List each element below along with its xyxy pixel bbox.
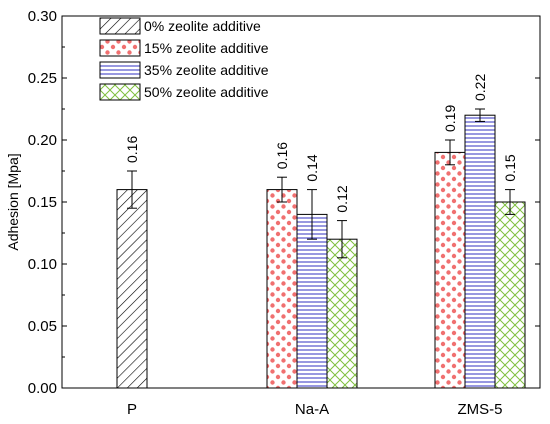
x-tick-label: P (127, 401, 137, 418)
y-tick-label: 0.10 (28, 256, 57, 273)
bar (326, 238, 358, 389)
x-tick-label: Na-A (295, 401, 329, 418)
bar (296, 213, 328, 389)
legend-swatch (99, 83, 141, 101)
data-label: 0.19 (442, 105, 458, 132)
data-label: 0.16 (274, 142, 290, 169)
y-axis: 0.00 0.05 0.10 0.15 0.20 0.25 0.30 (28, 8, 540, 397)
y-axis-title: Adhesion [Mpa] (5, 153, 21, 250)
legend-swatch (99, 17, 141, 35)
bar-group: 0.16 0.16 0.14 0.12 0.19 0.22 0.15 (116, 74, 526, 389)
x-tick-label: ZMS-5 (458, 401, 503, 418)
bar (494, 201, 526, 389)
bar (434, 151, 466, 389)
data-label: 0.12 (334, 185, 350, 212)
y-tick-label: 0.30 (28, 8, 57, 25)
legend: 0% zeolite additive 15% zeolite additive 3… (99, 17, 269, 101)
y-tick-label: 0.15 (28, 194, 57, 211)
bar (464, 114, 496, 389)
legend-swatch (99, 39, 141, 57)
data-label: 0.16 (124, 136, 140, 163)
y-tick-label: 0.00 (28, 380, 57, 397)
legend-swatch (99, 61, 141, 79)
y-tick-label: 0.25 (28, 70, 57, 87)
bar (266, 189, 298, 389)
y-tick-label: 0.20 (28, 132, 57, 149)
data-label: 0.22 (472, 74, 488, 101)
data-label: 0.15 (502, 154, 518, 181)
y-tick-label: 0.05 (28, 318, 57, 335)
legend-label: 15% zeolite additive (144, 40, 269, 56)
data-label: 0.14 (304, 154, 320, 181)
legend-label: 35% zeolite additive (144, 62, 269, 78)
legend-label: 50% zeolite additive (144, 84, 269, 100)
bar (116, 189, 148, 389)
legend-label: 0% zeolite additive (144, 18, 261, 34)
